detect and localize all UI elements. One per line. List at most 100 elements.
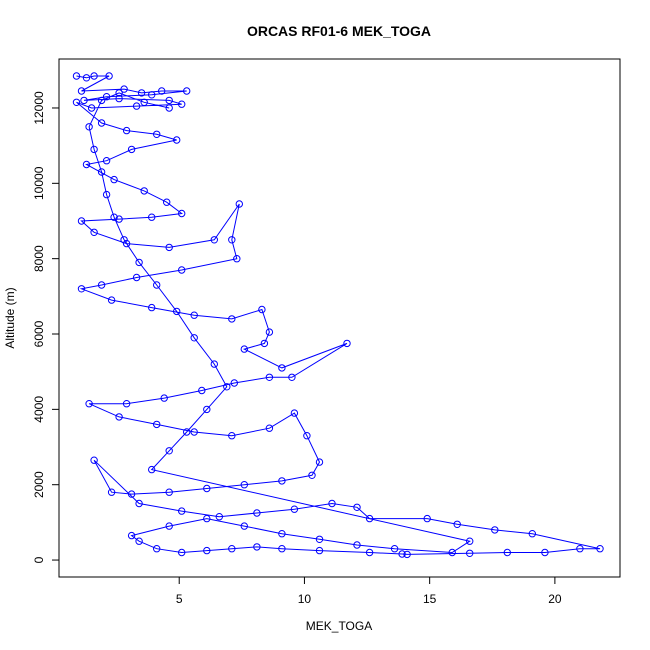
- data-point: [97, 96, 106, 105]
- data-point: [278, 477, 286, 485]
- data-point: [97, 168, 106, 176]
- data-point: [466, 537, 474, 545]
- data-point: [315, 535, 324, 543]
- data-point: [77, 217, 86, 225]
- x-tick-label: 5: [176, 592, 183, 606]
- data-point: [165, 104, 173, 112]
- series-line: [76, 75, 601, 555]
- data-point: [390, 545, 399, 553]
- data-point: [120, 85, 128, 93]
- data-point: [102, 190, 111, 199]
- data-point: [240, 345, 249, 353]
- data-point: [165, 488, 173, 496]
- data-point: [127, 145, 136, 154]
- data-point: [127, 531, 136, 540]
- x-tick-label: 15: [423, 592, 437, 606]
- data-point: [466, 549, 474, 557]
- data-point: [265, 373, 274, 381]
- data-point: [448, 548, 456, 557]
- data-point: [576, 545, 584, 553]
- data-point: [165, 447, 173, 455]
- data-point: [173, 307, 181, 316]
- data-point: [178, 548, 186, 557]
- data-point: [77, 285, 86, 293]
- data-point: [163, 198, 171, 206]
- data-point: [132, 273, 141, 282]
- plot-frame: [58, 58, 621, 578]
- data-point: [90, 228, 98, 237]
- data-point: [228, 545, 236, 553]
- data-point: [122, 239, 131, 248]
- data-point: [165, 96, 173, 105]
- data-point: [210, 236, 219, 244]
- y-tick-label: 12000: [32, 91, 46, 125]
- data-point: [290, 409, 299, 417]
- y-tick-label: 10000: [32, 166, 46, 200]
- data-point: [240, 522, 249, 530]
- data-point: [541, 548, 549, 557]
- data-point: [148, 91, 156, 99]
- data-point: [203, 514, 211, 523]
- data-point: [190, 311, 198, 319]
- data-point: [210, 360, 219, 368]
- data-point: [80, 96, 88, 105]
- x-tick-label: 10: [298, 592, 312, 606]
- data-point: [303, 432, 311, 440]
- data-point: [491, 526, 499, 534]
- data-point: [233, 255, 241, 263]
- data-point: [198, 386, 206, 395]
- data-point: [596, 545, 604, 553]
- data-point: [85, 123, 93, 131]
- data-point: [135, 537, 143, 545]
- data-point: [135, 499, 143, 508]
- data-point: [148, 465, 156, 474]
- data-point: [122, 400, 131, 408]
- data-point: [173, 136, 181, 144]
- data-point: [110, 213, 118, 221]
- data-point: [107, 296, 116, 304]
- data-point: [365, 548, 374, 557]
- data-series: [72, 72, 604, 559]
- data-point: [122, 126, 131, 135]
- x-axis-label: MEK_TOGA: [306, 619, 372, 633]
- data-point: [290, 505, 299, 513]
- data-point: [158, 87, 166, 95]
- data-point: [253, 543, 261, 551]
- data-point: [102, 93, 111, 101]
- data-point: [87, 104, 96, 112]
- data-point: [240, 481, 249, 489]
- data-point: [423, 514, 431, 523]
- data-point: [278, 364, 286, 372]
- data-point: [72, 98, 81, 107]
- chart-title: ORCAS RF01-6 MEK_TOGA: [247, 23, 431, 39]
- data-point: [190, 334, 198, 342]
- data-point: [288, 373, 296, 381]
- data-point: [153, 130, 161, 139]
- data-point: [258, 305, 266, 314]
- data-point: [278, 530, 286, 538]
- data-point: [148, 213, 156, 221]
- data-point: [315, 546, 324, 555]
- data-point: [115, 94, 123, 103]
- data-point: [308, 471, 316, 479]
- data-point: [153, 420, 161, 429]
- data-point: [140, 98, 148, 107]
- y-axis: 0 2000 4000 6000 8000 10000 12000: [32, 91, 59, 563]
- data-point: [203, 405, 211, 414]
- data-point: [90, 72, 98, 80]
- data-point: [85, 400, 93, 408]
- data-point: [203, 546, 211, 555]
- x-tick-label: 20: [548, 592, 562, 606]
- data-point: [178, 100, 186, 108]
- data-point: [178, 266, 186, 274]
- y-tick-label: 0: [32, 556, 46, 563]
- data-point: [107, 488, 116, 496]
- data-point: [97, 281, 106, 289]
- data-point: [165, 243, 173, 252]
- data-point: [90, 145, 98, 154]
- data-point: [115, 215, 123, 223]
- y-tick-label: 4000: [32, 396, 46, 423]
- data-point: [153, 281, 161, 289]
- data-point: [153, 545, 161, 553]
